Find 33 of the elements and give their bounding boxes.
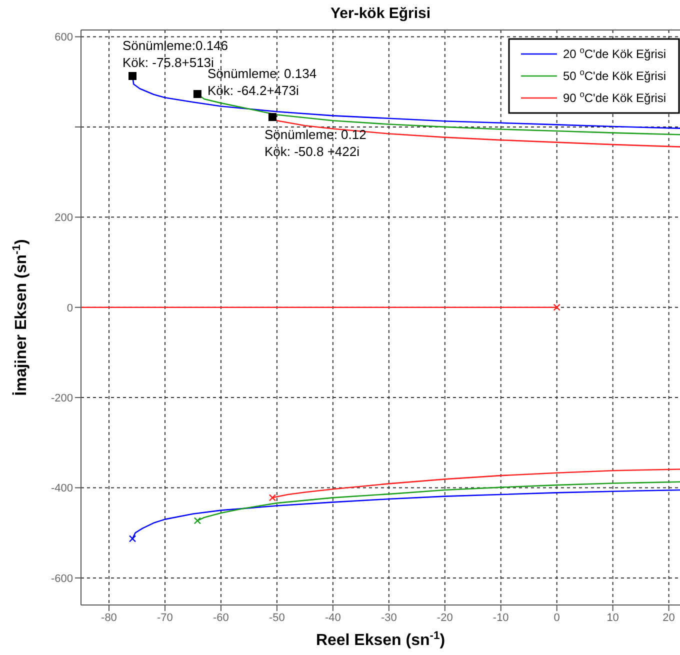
point: [194, 517, 202, 524]
x-tick-label: 0: [554, 612, 560, 624]
chart-title: Yer-kök Eğrisi: [330, 5, 431, 22]
legend-label: 20 $^{o}$C'de Kök Eğrisi: [563, 45, 666, 61]
y-tick-label: 600: [54, 32, 73, 44]
line-series: [272, 468, 680, 498]
y-tick-label: -600: [50, 572, 73, 585]
y-tick-label: -400: [50, 482, 73, 495]
y-tick-label: 200: [54, 212, 73, 224]
point: [128, 535, 136, 542]
line-series: [196, 481, 680, 522]
x-tick-label: 10: [606, 612, 619, 624]
x-tick-label: -70: [157, 612, 173, 624]
legend-label: 50 $^{o}$C'de Kök Eğrisi: [563, 67, 666, 83]
x-tick-label: -60: [213, 612, 229, 624]
line-series: [132, 489, 680, 540]
point: [268, 494, 276, 502]
x-tick-label: -30: [380, 612, 397, 624]
x-tick-label: 20: [662, 612, 675, 624]
x-axis-title: Reel Eksen (sn$^{-1}$): [316, 630, 446, 649]
annotation: Sönümleme: 0.12 Kök: -50.8 +422i: [264, 127, 366, 160]
y-tick-label: -200: [50, 392, 73, 404]
x-tick-label: -20: [436, 612, 453, 624]
x-tick-label: -80: [101, 612, 117, 624]
x-tick-label: -10: [492, 612, 509, 624]
point: [553, 304, 560, 311]
x-tick-label: -50: [268, 612, 285, 624]
y-tick-label: 0: [66, 302, 73, 314]
point: [268, 113, 276, 122]
legend-label: 90 $^{o}$C'de Kök Eğrisi: [563, 89, 666, 105]
point: [128, 72, 137, 80]
x-tick-label: -40: [324, 612, 341, 624]
point: [193, 90, 202, 98]
